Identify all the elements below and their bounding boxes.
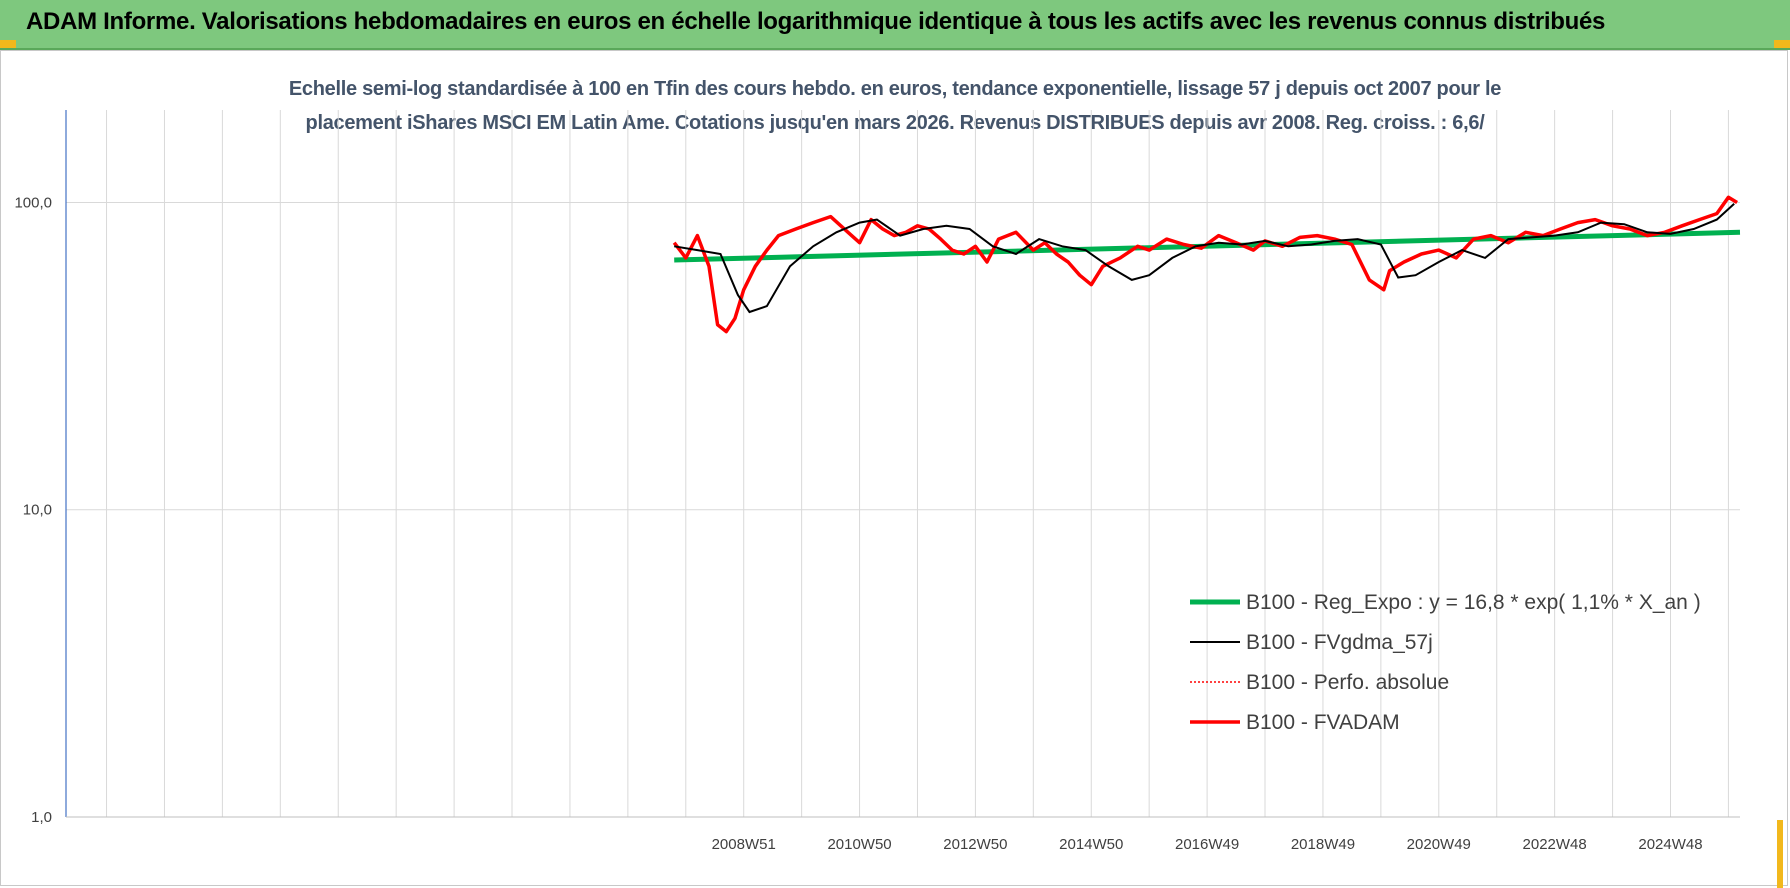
x-tick-label: 2022W48 [1523,836,1587,853]
y-tick-label: 10,0 [23,502,52,519]
chart-title-line-2: placement iShares MSCI EM Latin Ame. Cot… [305,112,1485,134]
header-banner: ADAM Informe. Valorisations hebdomadaire… [0,0,1790,50]
axis-layer: 1,0 10,0 100,0 2008W51 2010W50 2012W50 2014W50… [14,110,1740,853]
right-edge-marker [1777,820,1783,888]
chart-frame [0,50,1788,886]
legend-label: B100 - FVgdma_57j [1246,631,1433,654]
series-layer [672,195,1741,334]
grid-layer [66,110,1740,818]
chart-title: Echelle semi-log standardisée à 100 en T… [220,72,1570,140]
x-tick-label: 2008W51 [712,836,776,853]
x-tick-label: 2024W48 [1638,836,1702,853]
legend: B100 - Reg_Expo : y = 16,8 * exp( 1,1% *… [1190,591,1701,734]
legend-label: B100 - Perfo. absolue [1246,671,1449,694]
x-tick-label: 2016W49 [1175,836,1239,853]
banner-title: ADAM Informe. Valorisations hebdomadaire… [26,8,1606,35]
series-line-black-thin [674,203,1735,314]
x-tick-label: 2014W50 [1059,836,1123,853]
legend-label: B100 - FVADAM [1246,711,1400,734]
legend-label: B100 - Reg_Expo : y = 16,8 * exp( 1,1% *… [1246,591,1701,614]
series-line-red-thick [672,195,1738,334]
x-tick-label: 2012W50 [943,836,1007,853]
y-tick-label: 100,0 [14,194,52,211]
x-tick-label: 2010W50 [827,836,891,853]
chart-title-line-1: Echelle semi-log standardisée à 100 en T… [288,78,1502,100]
x-tick-label: 2018W49 [1291,836,1355,853]
y-tick-label: 1,0 [31,809,52,826]
left-corner-marker [0,40,16,48]
right-corner-marker [1774,40,1790,48]
x-tick-label: 2020W49 [1407,836,1471,853]
